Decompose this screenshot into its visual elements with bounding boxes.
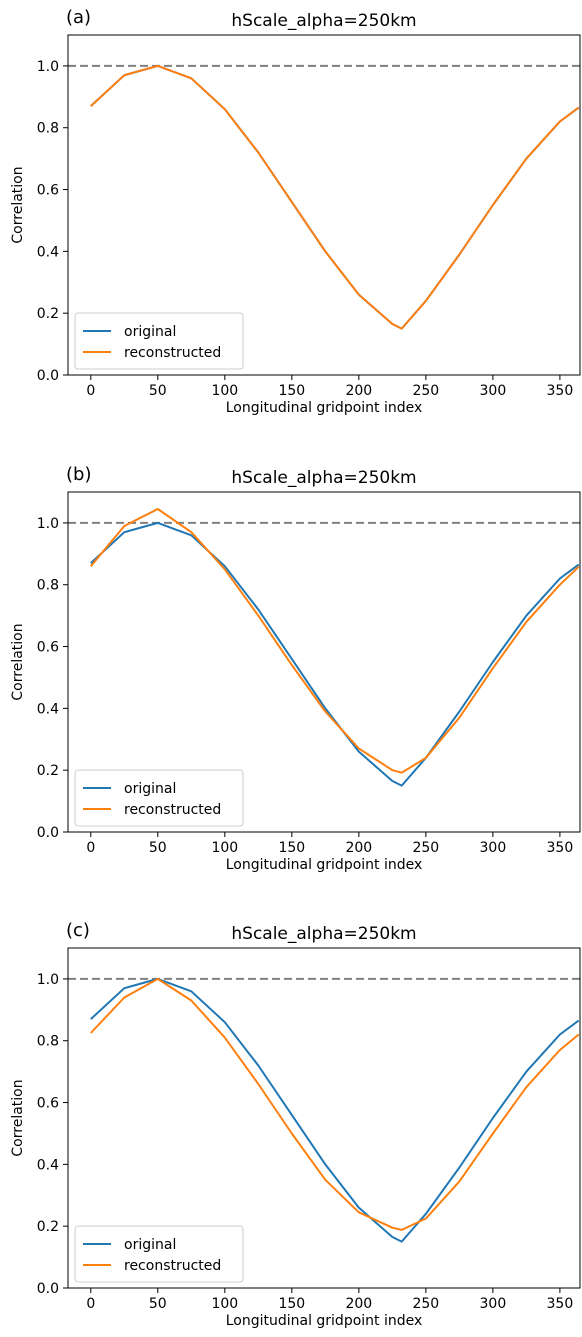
chart-title: hScale_alpha=250km	[231, 924, 416, 944]
x-tick-label: 300	[480, 1296, 507, 1312]
series-line-reconstructed	[90, 508, 580, 774]
legend-box	[74, 312, 244, 370]
chart-panel-a: (a) hScale_alpha=250km 0.0 0.2 0.4 0.6 0.8 1.0 0…	[10, 7, 581, 416]
legend-label: reconstructed	[124, 802, 221, 818]
y-tick-label: 1.0	[37, 516, 59, 532]
legend: original reconstructed	[74, 769, 244, 827]
y-tick-label: 0.4	[37, 244, 59, 260]
x-tick-label: 250	[412, 383, 439, 399]
y-tick-label: 0.0	[37, 1281, 59, 1297]
x-axis-label: Longitudinal gridpoint index	[226, 400, 423, 416]
x-tick-label: 150	[278, 1296, 305, 1312]
legend: original reconstructed	[74, 1225, 244, 1283]
y-tick-label: 0.6	[37, 1096, 59, 1112]
x-tick-label: 300	[480, 383, 507, 399]
legend-label: original	[124, 1237, 176, 1253]
y-tick-label: 0.0	[37, 368, 59, 384]
y-axis-label: Correlation	[10, 166, 26, 243]
legend-box	[74, 769, 244, 827]
chart-panel-b: (b) hScale_alpha=250km 0.0 0.2 0.4 0.6 0.8 1.0 0…	[10, 464, 581, 873]
x-tick-label: 50	[149, 1296, 167, 1312]
chart-title: hScale_alpha=250km	[231, 468, 416, 488]
x-tick-label: 150	[278, 840, 305, 856]
y-tick-label: 0.6	[37, 640, 59, 656]
panel-label: (a)	[66, 7, 91, 28]
x-tick-label: 300	[480, 840, 507, 856]
legend-label: original	[124, 324, 176, 340]
x-axis-label: Longitudinal gridpoint index	[226, 1313, 423, 1329]
y-tick-label: 0.2	[37, 306, 59, 322]
x-axis-label: Longitudinal gridpoint index	[226, 857, 423, 873]
y-tick-label: 1.0	[37, 59, 59, 75]
x-tick-label: 100	[211, 383, 238, 399]
axes-frame	[67, 491, 581, 833]
series-line-original	[90, 64, 580, 330]
x-tick-label: 100	[211, 840, 238, 856]
x-tick-label: 350	[547, 840, 574, 856]
x-tick-label: 150	[278, 383, 305, 399]
legend-label: reconstructed	[124, 1258, 221, 1274]
panel-label: (c)	[66, 920, 90, 941]
y-tick-label: 0.4	[37, 701, 59, 717]
y-tick-label: 0.2	[37, 763, 59, 779]
series-line-reconstructed	[90, 977, 580, 1231]
x-tick-label: 0	[86, 840, 95, 856]
y-axis-label: Correlation	[10, 1079, 26, 1156]
y-tick-label: 0.6	[37, 183, 59, 199]
x-tick-label: 350	[547, 1296, 574, 1312]
panel-label: (b)	[66, 464, 91, 485]
x-tick-label: 200	[345, 383, 372, 399]
y-axis-label: Correlation	[10, 623, 26, 700]
y-tick-label: 0.2	[37, 1219, 59, 1235]
x-tick-label: 0	[86, 1296, 95, 1312]
x-tick-label: 200	[345, 1296, 372, 1312]
legend: original reconstructed	[74, 312, 244, 370]
y-tick-label: 0.8	[37, 1034, 59, 1050]
axes-frame	[67, 947, 581, 1289]
x-tick-label: 100	[211, 1296, 238, 1312]
y-tick-label: 0.0	[37, 825, 59, 841]
x-tick-label: 200	[345, 840, 372, 856]
chart-panel-c: (c) hScale_alpha=250km 0.0 0.2 0.4 0.6 0.8 1.0 0…	[10, 920, 581, 1329]
x-tick-label: 250	[412, 1296, 439, 1312]
legend-label: reconstructed	[124, 345, 221, 361]
series-line-original	[90, 521, 580, 787]
x-tick-label: 0	[86, 383, 95, 399]
series-line-original	[90, 977, 580, 1243]
y-tick-label: 0.8	[37, 578, 59, 594]
series-line-reconstructed	[90, 64, 580, 330]
legend-label: original	[124, 781, 176, 797]
x-tick-label: 250	[412, 840, 439, 856]
y-tick-label: 0.4	[37, 1157, 59, 1173]
x-tick-label: 50	[149, 840, 167, 856]
y-tick-label: 0.8	[37, 121, 59, 137]
y-tick-label: 1.0	[37, 972, 59, 988]
legend-box	[74, 1225, 244, 1283]
x-tick-label: 50	[149, 383, 167, 399]
chart-title: hScale_alpha=250km	[231, 11, 416, 31]
x-tick-label: 350	[547, 383, 574, 399]
axes-frame	[67, 34, 581, 376]
